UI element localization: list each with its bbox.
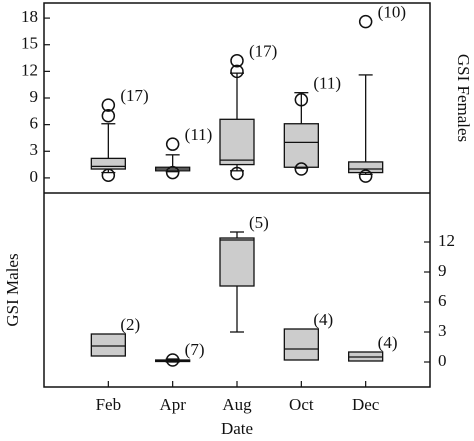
outlier bbox=[230, 53, 244, 68]
y-tick-label: 0 bbox=[438, 351, 447, 370]
x-tick-label: Oct bbox=[289, 395, 314, 414]
count-label: (4) bbox=[313, 310, 333, 329]
count-label: (4) bbox=[378, 333, 398, 352]
y-tick-label: 0 bbox=[30, 167, 39, 186]
count-label: (10) bbox=[378, 3, 406, 22]
y-tick-label: 6 bbox=[30, 114, 39, 133]
y-tick-label: 3 bbox=[30, 140, 39, 159]
box bbox=[90, 333, 126, 357]
box bbox=[219, 237, 255, 287]
outlier bbox=[230, 166, 244, 181]
y-tick-label: 9 bbox=[438, 261, 447, 280]
outlier bbox=[294, 93, 309, 107]
x-tick-label: Apr bbox=[159, 395, 186, 414]
y-tick-label: 12 bbox=[438, 231, 455, 250]
count-label: (11) bbox=[313, 74, 341, 93]
y-tick-label: 6 bbox=[438, 291, 447, 310]
count-label: (7) bbox=[185, 340, 205, 359]
count-label: (11) bbox=[185, 125, 213, 144]
y-tick-label: 9 bbox=[30, 87, 39, 106]
outlier bbox=[294, 162, 309, 176]
count-label: (5) bbox=[249, 213, 269, 232]
y-axis-label: GSI Females bbox=[454, 54, 473, 142]
outlier bbox=[230, 64, 244, 79]
outlier bbox=[165, 137, 180, 151]
outlier bbox=[101, 98, 116, 112]
count-label: (17) bbox=[249, 42, 277, 61]
box bbox=[90, 157, 126, 170]
x-tick-label: Dec bbox=[352, 395, 380, 414]
y-axis-label: GSI Males bbox=[3, 253, 22, 326]
outlier bbox=[101, 109, 116, 123]
x-tick-label: Aug bbox=[222, 395, 252, 414]
outlier bbox=[358, 14, 373, 29]
x-tick-label: Feb bbox=[96, 395, 122, 414]
y-tick-label: 3 bbox=[438, 321, 447, 340]
y-tick-label: 15 bbox=[21, 34, 38, 53]
outlier bbox=[101, 168, 116, 182]
box bbox=[283, 328, 319, 361]
box bbox=[219, 118, 255, 166]
count-label: (17) bbox=[120, 86, 148, 105]
x-axis-label: Date bbox=[221, 419, 253, 438]
count-label: (2) bbox=[120, 315, 140, 334]
box bbox=[348, 161, 384, 174]
box bbox=[283, 123, 319, 168]
outlier bbox=[165, 353, 180, 367]
y-tick-label: 12 bbox=[21, 60, 38, 79]
y-tick-label: 18 bbox=[21, 7, 38, 26]
outlier bbox=[165, 165, 180, 180]
outlier bbox=[358, 169, 373, 183]
